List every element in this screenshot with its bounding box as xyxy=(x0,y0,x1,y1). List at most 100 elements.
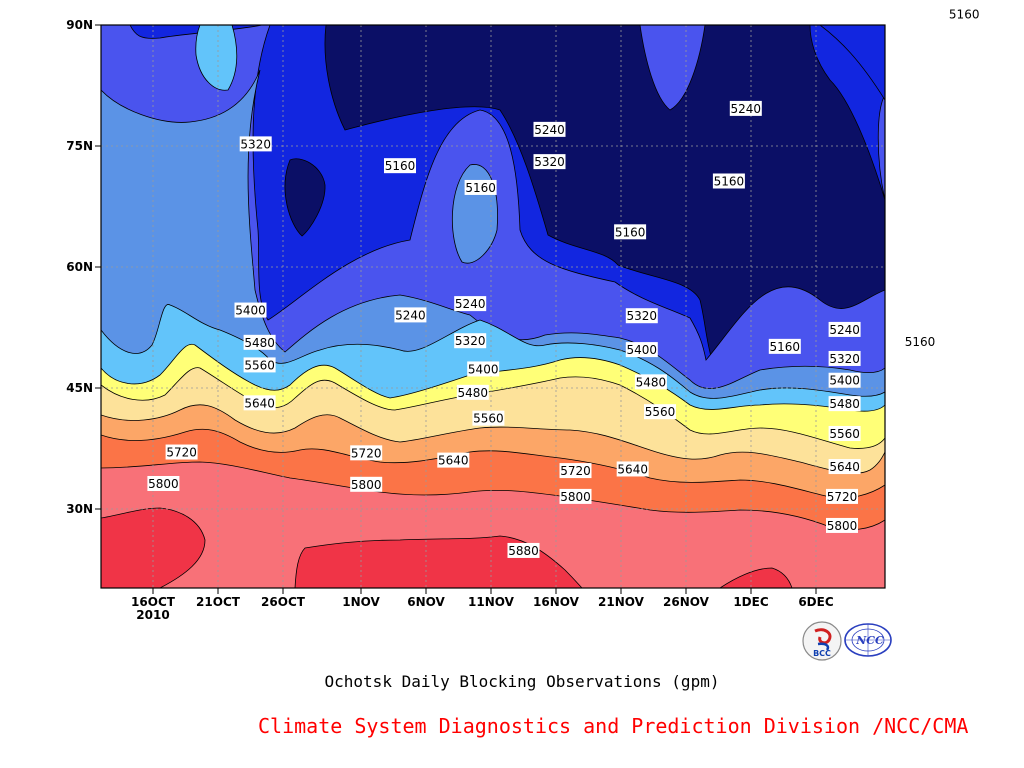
contour-label-text: 5560 xyxy=(244,358,275,372)
contour-label: 5160 xyxy=(904,334,936,350)
contour-label-bg xyxy=(234,302,267,318)
x-tick-label: 21NOV xyxy=(598,595,645,609)
contour-label: 5800 xyxy=(147,475,180,491)
y-tick-label: 75N xyxy=(66,139,93,153)
y-tick-label: 30N xyxy=(66,502,93,516)
contour-label-bg xyxy=(948,6,981,22)
contour-label-text: 5800 xyxy=(560,490,591,504)
contour-label: 5160 xyxy=(464,179,497,195)
contour-label-text: 5720 xyxy=(166,446,197,460)
y-tick-label: 90N xyxy=(66,18,93,32)
contour-label-text: 5880 xyxy=(508,544,539,558)
contour-label-text: 5320 xyxy=(455,334,486,348)
contour-label-text: 5160 xyxy=(905,335,936,349)
contour-label: 5800 xyxy=(826,517,858,533)
contour-label-text: 5800 xyxy=(351,478,382,492)
contour-label-bg xyxy=(634,374,667,390)
contour-label: 5160 xyxy=(712,173,745,189)
contour-label: 5240 xyxy=(828,321,861,337)
contour-label-bg xyxy=(464,179,497,195)
contour-label: 5720 xyxy=(165,444,198,460)
contour-label: 5640 xyxy=(616,461,649,477)
x-tick-label: 6DEC xyxy=(798,595,834,609)
contour-label-bg xyxy=(559,488,592,504)
contour-label-bg xyxy=(533,121,566,137)
contour-label: 5400 xyxy=(234,302,267,318)
contour-label-text: 5160 xyxy=(770,340,801,354)
band-gt-5880-a xyxy=(101,507,206,588)
contour-label-bg xyxy=(533,154,566,170)
contour-label: 5480 xyxy=(634,374,667,390)
contour-label-bg xyxy=(616,461,649,477)
x-tick-label: 1NOV xyxy=(342,595,380,609)
contour-label: 5560 xyxy=(243,357,276,373)
contour-label: 5400 xyxy=(467,361,500,377)
contour-label: 5720 xyxy=(350,445,383,461)
contour-label-text: 5560 xyxy=(645,405,676,419)
contour-label: 5640 xyxy=(437,452,470,468)
contour-label-text: 5320 xyxy=(240,137,271,151)
x-tick-label: 1DEC xyxy=(733,595,769,609)
x-tick-label: 26OCT xyxy=(261,595,306,609)
contour-label-bg xyxy=(147,475,180,491)
contour-label-bg xyxy=(828,372,861,388)
x-tick-label: 11NOV xyxy=(468,595,515,609)
contour-label-bg xyxy=(454,333,487,349)
chart-title: Ochotsk Daily Blocking Observations (gpm… xyxy=(324,672,720,691)
contour-label-text: 5640 xyxy=(829,460,860,474)
band-5800-5880 xyxy=(101,461,885,588)
contour-label: 5480 xyxy=(243,334,276,350)
contour-label-bg xyxy=(712,173,745,189)
contour-label-text: 5320 xyxy=(534,155,565,169)
contour-label-bg xyxy=(826,488,858,504)
contour-label-text: 5800 xyxy=(148,477,179,491)
contour-label: 5320 xyxy=(454,333,487,349)
contour-label-text: 5160 xyxy=(714,174,745,188)
contour-label: 5640 xyxy=(828,459,861,475)
contour-label: 5480 xyxy=(828,396,861,412)
band-5240-pocket-right xyxy=(877,94,885,201)
contour-label-bg xyxy=(828,396,861,412)
contour-label-text: 5800 xyxy=(827,519,858,533)
contour-label-text: 5720 xyxy=(351,446,382,460)
contour-label-text: 5400 xyxy=(235,304,266,318)
x-tick-label: 16OCT xyxy=(131,595,176,609)
bcc-logo-text: BCC xyxy=(813,649,831,658)
contour-label: 5800 xyxy=(350,476,383,492)
contour-label-text: 5160 xyxy=(949,8,980,22)
band-gt-5880-c xyxy=(719,567,793,588)
contour-label-bg xyxy=(472,410,505,426)
contour-label-bg xyxy=(454,296,487,312)
contour-label-bg xyxy=(243,395,276,411)
band-5240-pocket-top xyxy=(639,25,706,111)
contour-label-text: 5240 xyxy=(829,323,860,337)
contour-label-text: 5240 xyxy=(731,102,762,116)
y-tick-label: 45N xyxy=(66,381,93,395)
contour-label-bg xyxy=(559,463,592,479)
band-5160-pocket xyxy=(284,158,326,237)
contour-label: 5400 xyxy=(625,342,658,358)
x-tick-sublabel: 2010 xyxy=(136,608,169,622)
contour-label: 5400 xyxy=(828,372,861,388)
contour-label-text: 5480 xyxy=(829,397,860,411)
contour-label-bg xyxy=(904,334,936,350)
contour-label-bg xyxy=(437,452,470,468)
contour-label: 5560 xyxy=(472,410,505,426)
contour-label-bg xyxy=(243,357,276,373)
contour-label-text: 5160 xyxy=(615,225,646,239)
y-tick-label: 60N xyxy=(66,260,93,274)
contour-label: 5560 xyxy=(644,404,676,420)
contour-label-text: 5400 xyxy=(468,362,499,376)
contour-label-text: 5240 xyxy=(534,123,565,137)
contour-label-text: 5640 xyxy=(617,462,648,476)
contour-label: 5880 xyxy=(507,542,540,558)
contour-label: 5320 xyxy=(239,136,272,152)
contour-label: 5320 xyxy=(625,308,658,324)
band-5320-pocket-21oct xyxy=(195,25,238,91)
contour-label-bg xyxy=(384,158,416,174)
contour-label-text: 5320 xyxy=(829,352,860,366)
contour-label-text: 5480 xyxy=(458,386,489,400)
contour-label-bg xyxy=(828,350,861,366)
